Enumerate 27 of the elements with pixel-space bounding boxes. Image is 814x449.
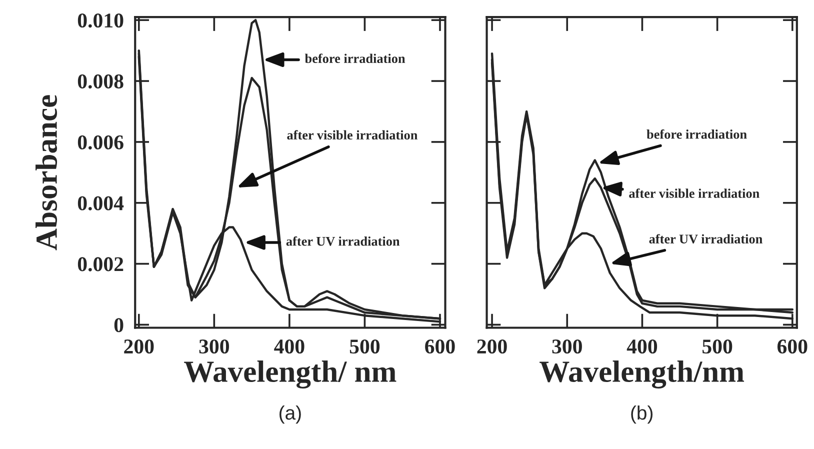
x-axis-title: Wavelength/ nm xyxy=(184,360,396,388)
y-tick-label: 0.002 xyxy=(78,257,124,272)
x-tick-label: 600 xyxy=(425,339,455,354)
text: (b) xyxy=(631,405,653,424)
x-tick-label: 600 xyxy=(777,339,808,354)
x-tick-label: 300 xyxy=(552,339,582,354)
x-tick-label: 400 xyxy=(274,339,304,354)
x-tick-label: 500 xyxy=(350,339,380,354)
y-tick-label: 0.006 xyxy=(78,135,124,150)
y-tick-label: 0.008 xyxy=(78,74,124,89)
annotation: after visible irradiation xyxy=(287,130,418,140)
annotation: after UV irradiation xyxy=(286,236,400,246)
x-tick-label: 200 xyxy=(124,339,154,354)
x-axis-title: Wavelength/nm xyxy=(540,360,744,388)
x-tick-label: 400 xyxy=(626,339,658,354)
x-tick-label: 200 xyxy=(477,339,507,354)
y-tick-label: 0.010 xyxy=(78,13,124,28)
text: (a) xyxy=(280,405,301,424)
y-tick-label: 0.004 xyxy=(78,196,124,210)
annotation: after UV irradiation xyxy=(649,234,762,244)
annotation: after visible irradiation xyxy=(629,188,760,198)
annotation: before irradiation xyxy=(304,54,406,64)
x-tick-label: 500 xyxy=(702,339,732,354)
x-tick-label: 300 xyxy=(199,339,229,354)
y-tick-label: 0 xyxy=(114,318,124,332)
y-axis-title: Absorbance xyxy=(36,95,58,250)
annotation: before irradiation xyxy=(646,129,747,139)
